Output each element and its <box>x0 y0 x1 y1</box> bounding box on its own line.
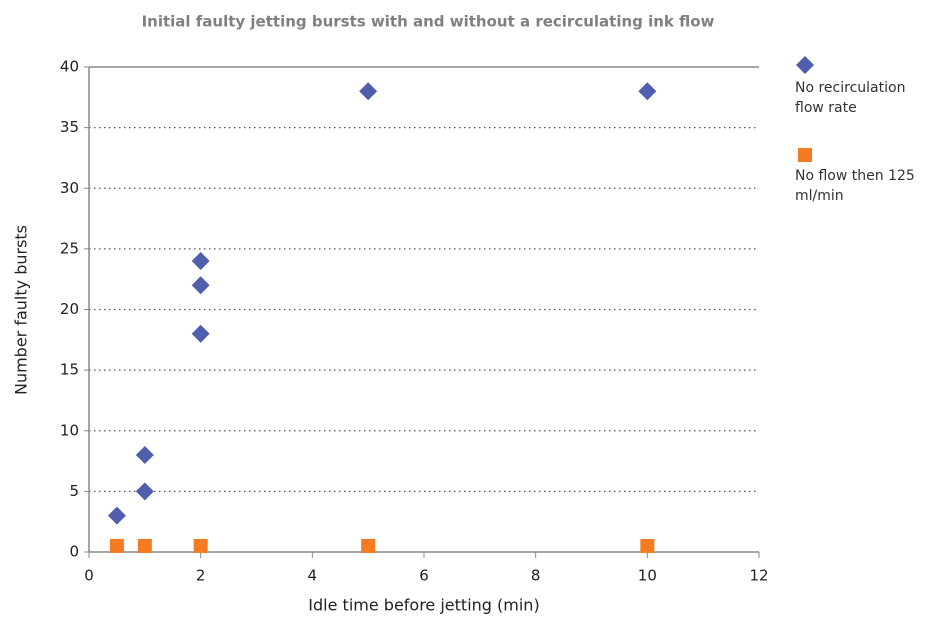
x-tick-label: 0 <box>84 567 94 585</box>
marker <box>361 538 376 553</box>
x-tick-label: 2 <box>196 567 206 585</box>
legend-label: No recirculation flow rate <box>795 80 906 116</box>
marker <box>107 506 126 525</box>
marker <box>135 482 154 501</box>
x-tick-label: 6 <box>419 567 429 585</box>
legend-marker <box>796 56 814 74</box>
y-axis-label: Number faulty bursts <box>12 225 31 395</box>
marker <box>359 82 378 101</box>
marker <box>137 538 152 553</box>
y-tick-label: 20 <box>60 300 79 318</box>
x-tick-label: 4 <box>308 567 318 585</box>
marker <box>191 324 210 343</box>
legend-marker <box>798 148 812 162</box>
y-tick-label: 0 <box>69 543 79 561</box>
x-axis-label: Idle time before jetting (min) <box>308 596 539 615</box>
y-tick-label: 10 <box>60 421 79 439</box>
y-tick-label: 35 <box>60 118 79 136</box>
legend-label: No flow then 125 ml/min <box>795 168 915 204</box>
y-tick-label: 25 <box>60 239 79 257</box>
y-tick-label: 5 <box>69 482 79 500</box>
y-tick-label: 15 <box>60 361 79 379</box>
marker <box>638 82 657 101</box>
x-tick-label: 12 <box>749 567 768 585</box>
marker <box>109 538 124 553</box>
x-tick-label: 8 <box>531 567 541 585</box>
x-tick-label: 10 <box>638 567 657 585</box>
y-tick-label: 40 <box>60 58 79 76</box>
marker <box>640 538 655 553</box>
marker <box>191 252 210 270</box>
chart-title: Initial faulty jetting bursts with and w… <box>142 13 715 31</box>
y-tick-label: 30 <box>60 179 79 197</box>
marker <box>191 276 210 295</box>
marker <box>135 446 154 464</box>
marker <box>193 538 208 553</box>
